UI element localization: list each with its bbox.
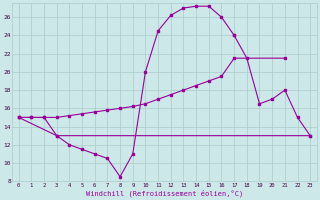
X-axis label: Windchill (Refroidissement éolien,°C): Windchill (Refroidissement éolien,°C) (86, 189, 243, 197)
